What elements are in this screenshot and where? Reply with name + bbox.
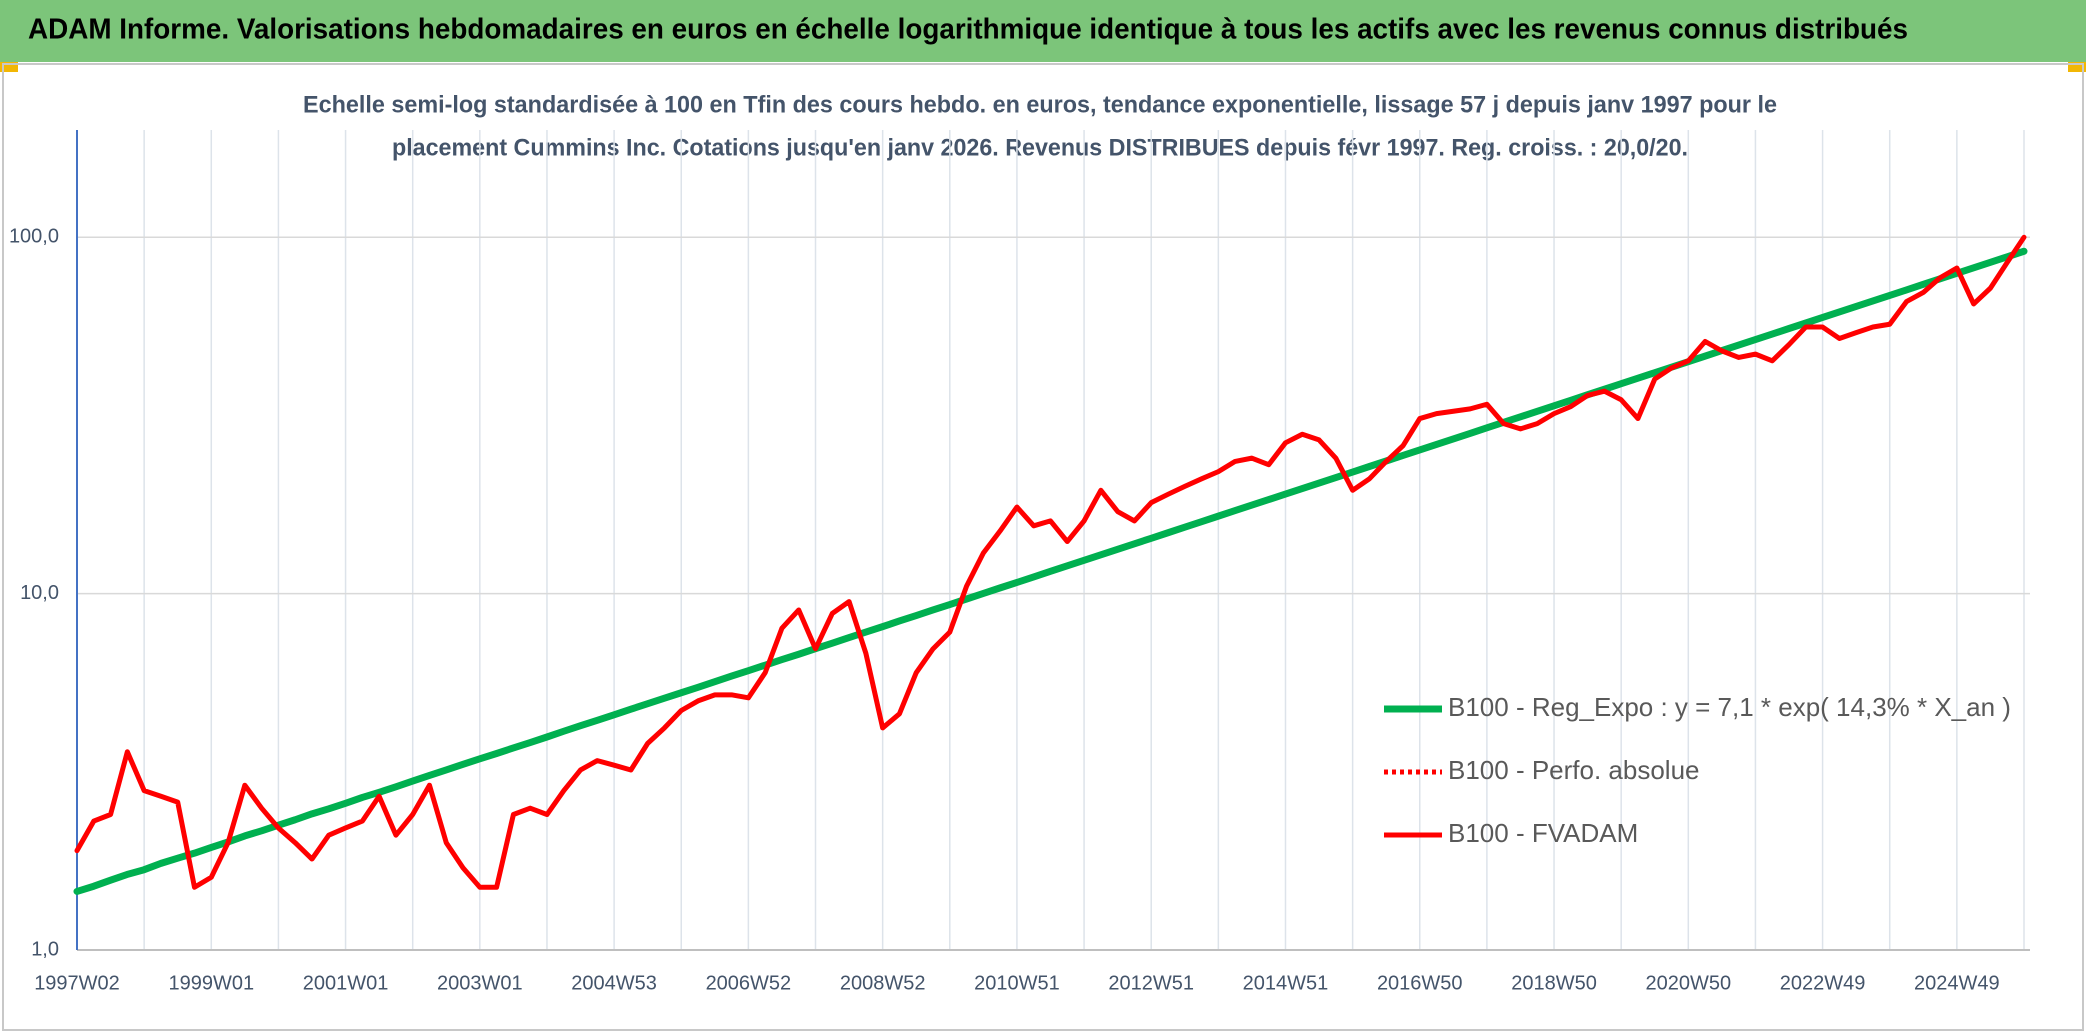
x-tick-label: 2022W49 xyxy=(1780,972,1866,994)
x-tick-label: 2010W51 xyxy=(974,972,1060,994)
x-tick-label: 1997W02 xyxy=(34,972,120,994)
x-tick-label: 2024W49 xyxy=(1914,972,2000,994)
x-tick-label: 2014W51 xyxy=(1243,972,1329,994)
x-tick-label: 2006W52 xyxy=(706,972,792,994)
series-line xyxy=(74,234,2027,890)
series-line xyxy=(73,247,2028,895)
x-tick-label: 2004W53 xyxy=(571,972,657,994)
corner-mark xyxy=(0,62,18,72)
x-tick-label: 2020W50 xyxy=(1645,972,1731,994)
x-tick-label: 2001W01 xyxy=(303,972,389,994)
x-tick-label: 2018W50 xyxy=(1511,972,1597,994)
x-tick-label: 2012W51 xyxy=(1108,972,1194,994)
x-tick-label: 2008W52 xyxy=(840,972,926,994)
chart-subtitle: placement Cummins Inc. Cotations jusqu'e… xyxy=(392,134,1688,161)
x-tick-label: 2016W50 xyxy=(1377,972,1463,994)
chart-frame xyxy=(2,63,2084,1031)
chart-title: ADAM Informe. Valorisations hebdomadaire… xyxy=(28,14,1908,46)
y-tick-label: 10,0 xyxy=(20,582,59,604)
y-tick-label: 100,0 xyxy=(9,226,59,248)
legend-label: B100 - FVADAM xyxy=(1448,818,1638,848)
chart-subtitle: Echelle semi-log standardisée à 100 en T… xyxy=(303,91,1777,118)
y-tick-label: 1,0 xyxy=(31,938,59,960)
corner-mark xyxy=(2068,62,2086,72)
legend-label: B100 - Perfo. absolue xyxy=(1448,755,1700,785)
x-tick-label: 2003W01 xyxy=(437,972,523,994)
legend-label: B100 - Reg_Expo : y = 7,1 * exp( 14,3% *… xyxy=(1448,692,2011,722)
x-tick-label: 1999W01 xyxy=(168,972,254,994)
banner xyxy=(0,0,2086,62)
